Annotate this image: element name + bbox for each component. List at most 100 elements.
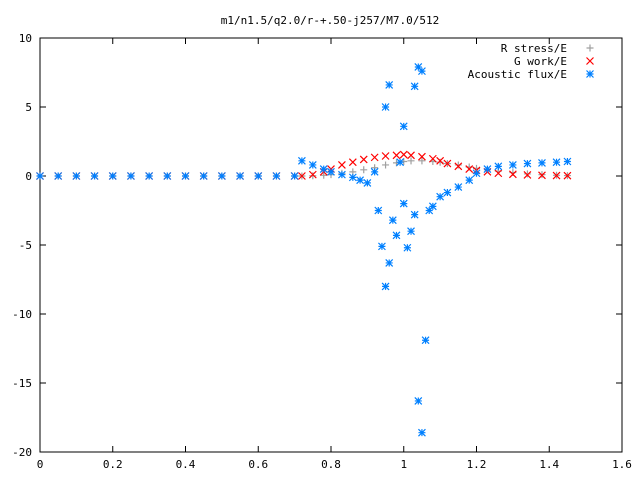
- data-point: [399, 122, 408, 131]
- data-point: [552, 158, 561, 167]
- chart-title: m1/n1.5/q2.0/r-+.50-j257/M7.0/512: [221, 14, 440, 27]
- data-point: [370, 167, 379, 176]
- data-point: [356, 176, 365, 185]
- x-tick-label: 1.4: [539, 458, 559, 471]
- y-tick-label: -15: [12, 377, 32, 390]
- data-point: [436, 192, 445, 201]
- data-point: [443, 188, 452, 197]
- data-point: [465, 165, 474, 174]
- data-point: [127, 172, 135, 180]
- data-point: [54, 172, 63, 180]
- data-point: [145, 172, 154, 180]
- legend-label: G work/E: [514, 55, 567, 68]
- data-point: [309, 172, 317, 180]
- y-tick-label: -10: [12, 308, 32, 321]
- y-tick-label: -5: [19, 239, 32, 252]
- data-point: [414, 397, 423, 405]
- data-point: [538, 171, 546, 180]
- data-point: [72, 172, 81, 180]
- data-point: [217, 172, 226, 180]
- data-point: [454, 162, 463, 171]
- x-tick-label: 0.8: [321, 458, 341, 471]
- data-point: [108, 172, 117, 180]
- data-point: [418, 428, 426, 437]
- data-point: [418, 152, 426, 161]
- x-axis-ticks: 0 0.2 0.4 0.6 0.8 1 1.2 1.4 1.6: [37, 38, 632, 471]
- data-point: [538, 158, 546, 167]
- data-point: [392, 231, 401, 240]
- x-tick-label: 1.6: [612, 458, 632, 471]
- data-point: [494, 162, 503, 171]
- data-point: [381, 152, 390, 160]
- data-point: [414, 63, 423, 71]
- data-point: [418, 67, 426, 76]
- data-point: [410, 210, 419, 219]
- data-point: [297, 172, 306, 180]
- series-cross: [36, 150, 572, 180]
- data-point: [308, 161, 317, 169]
- data-point: [421, 336, 430, 345]
- data-point: [418, 157, 426, 165]
- plot-border: [39, 37, 623, 453]
- data-point: [348, 173, 357, 182]
- data-point: [508, 161, 517, 169]
- data-point: [385, 259, 394, 267]
- data-point: [337, 161, 346, 169]
- data-point: [454, 161, 462, 169]
- data-point: [523, 159, 532, 168]
- data-point: [563, 171, 572, 180]
- data-point: [272, 172, 281, 180]
- data-point: [428, 154, 437, 163]
- data-point: [399, 150, 408, 159]
- data-point: [508, 170, 517, 179]
- legend-label: Acoustic flux/E: [468, 68, 567, 81]
- plot-frame: [39, 37, 623, 453]
- legend-marker: [586, 70, 594, 78]
- data-point: [297, 156, 306, 165]
- data-point: [465, 176, 474, 185]
- data-point: [407, 151, 415, 160]
- y-tick-label: 5: [25, 101, 32, 114]
- data-point: [90, 172, 99, 180]
- data-point: [320, 171, 328, 179]
- data-point: [374, 206, 383, 215]
- y-tick-label: -20: [12, 446, 32, 459]
- data-point: [399, 199, 408, 208]
- data-point: [523, 170, 532, 179]
- data-point: [407, 157, 415, 165]
- data-point: [363, 178, 372, 187]
- data-point: [348, 158, 357, 167]
- data-point: [563, 157, 572, 166]
- data-point: [494, 169, 503, 178]
- series-star: [36, 63, 572, 437]
- legend-marker: [586, 57, 594, 65]
- data-point: [359, 155, 368, 164]
- x-tick-label: 0.2: [103, 458, 123, 471]
- data-point: [236, 172, 244, 180]
- data-point: [392, 151, 401, 160]
- data-point: [337, 170, 346, 179]
- x-tick-label: 1.2: [467, 458, 487, 471]
- data-point: [396, 158, 405, 167]
- series-layer: [36, 63, 572, 437]
- data-point: [443, 159, 452, 168]
- data-point: [370, 153, 379, 162]
- data-point: [523, 170, 531, 178]
- data-point: [163, 172, 172, 180]
- y-axis-ticks: 10 5 0 -5 -10 -15 -20: [12, 32, 622, 459]
- data-point: [436, 158, 444, 166]
- data-point: [428, 202, 437, 211]
- data-point: [290, 172, 299, 180]
- data-point: [381, 103, 390, 111]
- x-tick-label: 1: [400, 458, 407, 471]
- data-point: [381, 282, 390, 291]
- data-point: [360, 166, 368, 174]
- legend-marker: [586, 44, 594, 52]
- data-point: [308, 170, 317, 179]
- data-point: [327, 167, 335, 176]
- x-tick-label: 0.4: [176, 458, 196, 471]
- data-point: [382, 161, 390, 169]
- data-point: [454, 183, 463, 191]
